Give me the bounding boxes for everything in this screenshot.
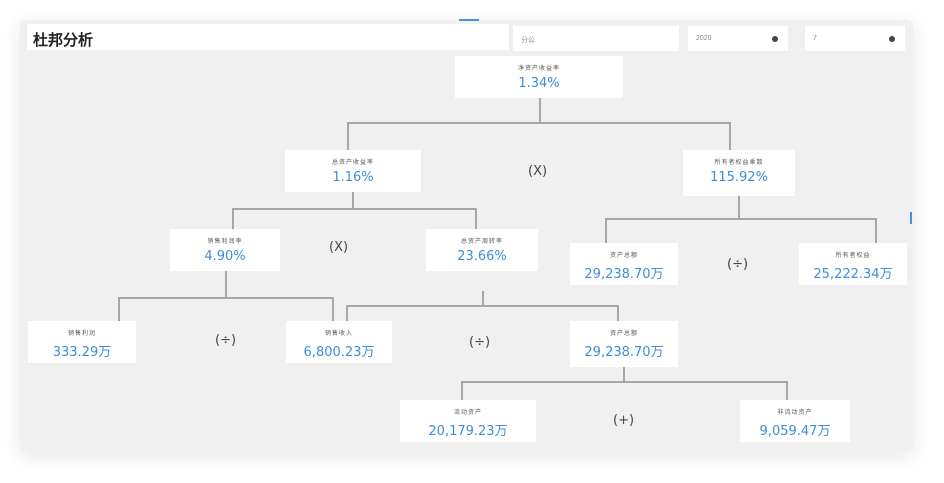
node-label: 所有者权益乘数 bbox=[714, 159, 764, 166]
node-label: 总资产周转率 bbox=[460, 238, 503, 245]
scroll-marker bbox=[910, 212, 912, 224]
year-select-value: 2020 bbox=[696, 35, 712, 42]
connector-line bbox=[232, 208, 234, 229]
node-equity-multiplier[interactable]: 所有者权益乘数 115.92% bbox=[683, 150, 795, 196]
connector-line bbox=[346, 305, 619, 307]
connector-line bbox=[461, 381, 788, 383]
node-label: 资产总额 bbox=[609, 252, 638, 259]
node-label: 净资产收益率 bbox=[517, 65, 560, 72]
node-value: 1.16% bbox=[332, 170, 374, 185]
node-value: 4.90% bbox=[204, 249, 246, 264]
connector-line bbox=[605, 218, 607, 243]
node-value: 9,059.47万 bbox=[759, 424, 831, 439]
dropdown-dot-icon bbox=[889, 36, 895, 42]
node-value: 29,238.70万 bbox=[584, 345, 664, 360]
connector-line bbox=[347, 122, 349, 150]
connector-line bbox=[118, 297, 334, 299]
node-value: 20,179.23万 bbox=[428, 424, 508, 439]
month-select-value: 7 bbox=[813, 35, 817, 42]
connector-line bbox=[352, 192, 354, 208]
node-label: 总资产收益率 bbox=[331, 159, 374, 166]
node-net-profit[interactable]: 销售利润 333.29万 bbox=[28, 321, 136, 363]
operator-divide: (÷) bbox=[727, 257, 749, 272]
dropdown-dot-icon bbox=[772, 36, 778, 42]
connector-line bbox=[623, 367, 625, 381]
node-label: 非流动资产 bbox=[777, 409, 813, 416]
node-value: 333.29万 bbox=[52, 345, 112, 360]
node-label: 所有者权益 bbox=[835, 252, 871, 259]
node-net-margin[interactable]: 销售利润率 4.90% bbox=[170, 229, 280, 271]
node-sales-revenue[interactable]: 销售收入 6,800.23万 bbox=[286, 321, 392, 363]
company-select[interactable]: 分公 bbox=[513, 26, 679, 51]
connector-line bbox=[118, 297, 120, 321]
connector-line bbox=[539, 98, 541, 122]
connector-line bbox=[875, 218, 877, 243]
node-value: 6,800.23万 bbox=[303, 345, 375, 360]
connector-line bbox=[617, 305, 619, 321]
node-value: 25,222.34万 bbox=[813, 267, 893, 282]
node-label: 销售利润 bbox=[67, 330, 96, 337]
connector-line bbox=[347, 122, 731, 124]
connector-line bbox=[729, 122, 731, 150]
node-noncurrent-assets[interactable]: 非流动资产 9,059.47万 bbox=[740, 400, 850, 442]
year-select[interactable]: 2020 bbox=[688, 26, 788, 51]
node-label: 销售收入 bbox=[324, 330, 353, 337]
node-value: 23.66% bbox=[457, 249, 507, 264]
node-label: 资产总额 bbox=[609, 330, 638, 337]
node-label: 流动资产 bbox=[453, 409, 482, 416]
operator-multiply: (X) bbox=[528, 164, 548, 179]
node-value: 115.92% bbox=[710, 170, 768, 185]
node-total-assets-detail[interactable]: 资产总额 29,238.70万 bbox=[570, 321, 678, 367]
node-roe[interactable]: 净资产收益率 1.34% bbox=[455, 56, 623, 98]
node-value: 29,238.70万 bbox=[584, 267, 664, 282]
connector-line bbox=[225, 271, 227, 297]
connector-line bbox=[475, 208, 477, 229]
operator-plus: (+) bbox=[613, 413, 635, 428]
connector-line bbox=[605, 218, 877, 220]
connector-line bbox=[461, 381, 463, 400]
operator-divide: (÷) bbox=[215, 333, 237, 348]
node-total-assets[interactable]: 资产总额 29,238.70万 bbox=[570, 243, 678, 285]
node-current-assets[interactable]: 流动资产 20,179.23万 bbox=[400, 400, 536, 442]
page-title: 杜邦分析 bbox=[33, 31, 94, 49]
connector-line bbox=[482, 291, 484, 305]
connector-line bbox=[232, 208, 477, 210]
tab-indicator bbox=[459, 19, 479, 21]
month-select[interactable]: 7 bbox=[805, 26, 905, 51]
node-roa[interactable]: 总资产收益率 1.16% bbox=[285, 150, 421, 192]
node-owner-equity[interactable]: 所有者权益 25,222.34万 bbox=[799, 243, 907, 285]
operator-multiply: (X) bbox=[329, 240, 349, 255]
company-select-value: 分公 bbox=[521, 37, 535, 44]
operator-divide: (÷) bbox=[469, 335, 491, 350]
connector-line bbox=[332, 297, 334, 321]
connector-line bbox=[738, 196, 740, 218]
node-asset-turnover[interactable]: 总资产周转率 23.66% bbox=[426, 229, 538, 271]
node-value: 1.34% bbox=[518, 76, 560, 91]
title-bar: 杜邦分析 bbox=[27, 24, 509, 50]
connector-line bbox=[346, 305, 348, 321]
node-label: 销售利润率 bbox=[207, 238, 243, 245]
connector-line bbox=[786, 381, 788, 400]
